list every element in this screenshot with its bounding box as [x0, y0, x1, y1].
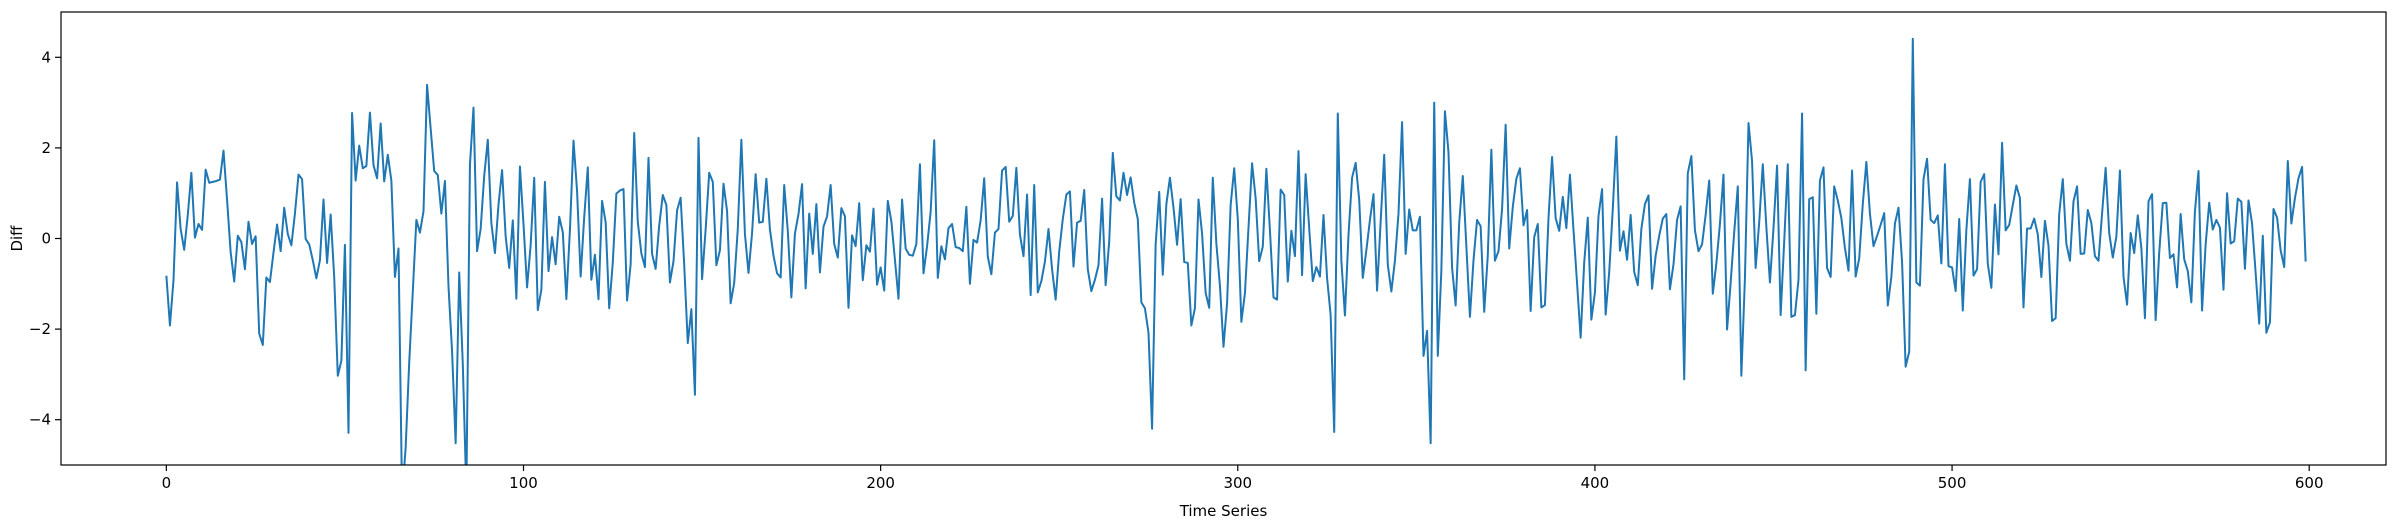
y-tick-label: −4 [29, 411, 51, 429]
y-tick-label: 2 [41, 139, 51, 157]
x-tick-label: 100 [509, 474, 538, 492]
plot-area [165, 37, 2307, 465]
x-axis-label: Time Series [1179, 502, 1268, 520]
y-tick-label: −2 [29, 320, 51, 338]
series-line-0 [165, 37, 2307, 465]
x-tick-label: 200 [866, 474, 895, 492]
axis-ticks: 0 100 200 300 400 500 600 −4 −2 0 2 4 [29, 48, 2324, 492]
y-axis-label: Diff [8, 225, 26, 252]
y-tick-label: 4 [41, 48, 51, 66]
y-tick-label: 0 [41, 230, 51, 248]
x-tick-label: 0 [162, 474, 172, 492]
x-tick-label: 500 [1938, 474, 1967, 492]
x-tick-label: 400 [1581, 474, 1610, 492]
x-tick-label: 600 [2295, 474, 2324, 492]
x-tick-label: 300 [1223, 474, 1252, 492]
axes-frame [60, 11, 2387, 466]
